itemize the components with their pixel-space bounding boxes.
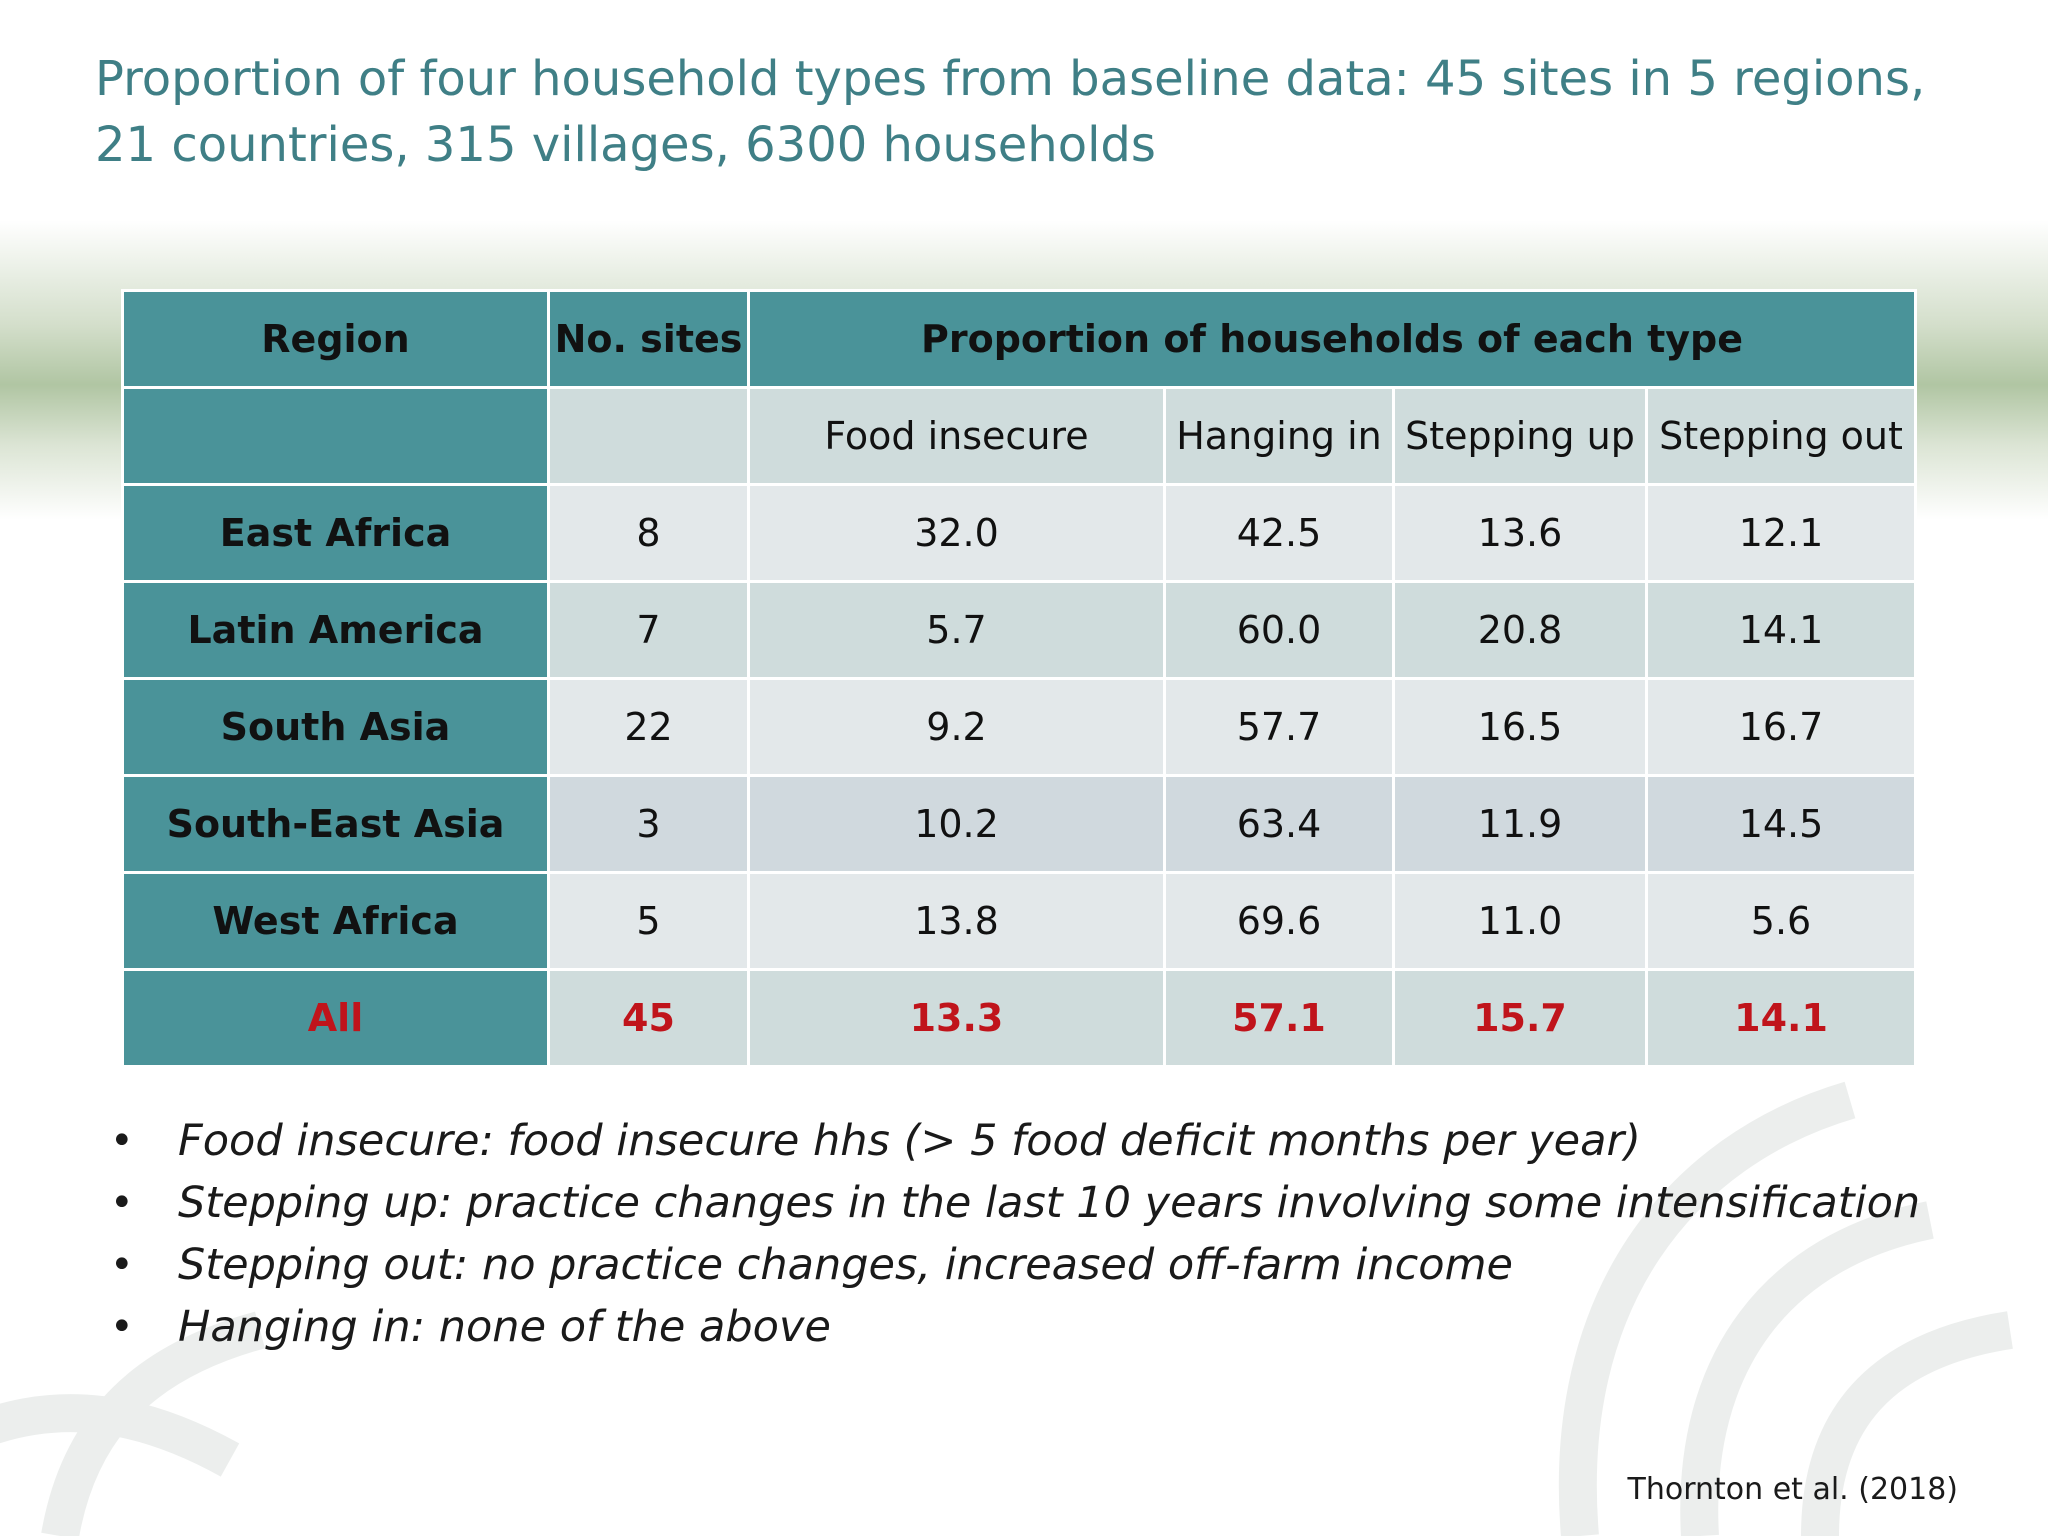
list-item: • Stepping up: practice changes in the la… <box>110 1172 1920 1234</box>
row-stepping-up: 11.9 <box>1392 774 1648 874</box>
row-sites: 22 <box>547 677 750 777</box>
row-stepping-out: 14.1 <box>1644 580 1918 680</box>
row-region: South-East Asia <box>121 774 550 874</box>
row-food-insecure: 10.2 <box>747 774 1166 874</box>
row-food-insecure: 9.2 <box>747 677 1166 777</box>
row-stepping-out: 16.7 <box>1644 677 1918 777</box>
row-stepping-out: 14.5 <box>1644 774 1918 874</box>
subheader-stepping-out: Stepping out <box>1644 386 1918 486</box>
subheader-hanging-in: Hanging in <box>1163 386 1395 486</box>
bullet-icon: • <box>110 1242 134 1288</box>
header-no-sites: No. sites <box>547 289 750 389</box>
row-stepping-up: 16.5 <box>1392 677 1648 777</box>
row-hanging-in: 42.5 <box>1163 483 1395 583</box>
row-stepping-out: 5.6 <box>1644 871 1918 971</box>
list-item: • Stepping out: no practice changes, incr… <box>110 1234 1920 1296</box>
table-row: South Asia 22 9.2 57.7 16.5 16.7 <box>121 677 1918 777</box>
definition-text: Hanging in: none of the above <box>178 1302 831 1352</box>
subheader-blank-region <box>121 386 550 486</box>
row-stepping-out: 12.1 <box>1644 483 1918 583</box>
row-sites: 3 <box>547 774 750 874</box>
row-food-insecure: 13.8 <box>747 871 1166 971</box>
table-row: South-East Asia 3 10.2 63.4 11.9 14.5 <box>121 774 1918 874</box>
total-region: All <box>121 968 550 1068</box>
row-stepping-up: 20.8 <box>1392 580 1648 680</box>
row-food-insecure: 32.0 <box>747 483 1166 583</box>
subheader-stepping-up: Stepping up <box>1392 386 1648 486</box>
slide-title: Proportion of four household types from … <box>95 51 1926 173</box>
table-row: Latin America 7 5.7 60.0 20.8 14.1 <box>121 580 1918 680</box>
row-region: South Asia <box>121 677 550 777</box>
list-item: • Food insecure: food insecure hhs (> 5 f… <box>110 1110 1920 1172</box>
subheader-food-insecure: Food insecure <box>747 386 1166 486</box>
table-row: East Africa 8 32.0 42.5 13.6 12.1 <box>121 483 1918 583</box>
row-food-insecure: 5.7 <box>747 580 1166 680</box>
household-types-table: Region No. sites Proportion of household… <box>121 289 1918 1068</box>
row-region: West Africa <box>121 871 550 971</box>
bullet-icon: • <box>110 1304 134 1350</box>
list-item: • Hanging in: none of the above <box>110 1296 1920 1358</box>
table-header-row: Region No. sites Proportion of household… <box>121 289 1918 389</box>
row-hanging-in: 57.7 <box>1163 677 1395 777</box>
total-stepping-up: 15.7 <box>1392 968 1648 1068</box>
table-total-row: All 45 13.3 57.1 15.7 14.1 <box>121 968 1918 1068</box>
total-stepping-out: 14.1 <box>1644 968 1918 1068</box>
row-stepping-up: 13.6 <box>1392 483 1648 583</box>
total-sites: 45 <box>547 968 750 1068</box>
table-subheader-row: Food insecure Hanging in Stepping up Ste… <box>121 386 1918 486</box>
bullet-icon: • <box>110 1180 134 1226</box>
row-region: East Africa <box>121 483 550 583</box>
definition-text: Stepping up: practice changes in the las… <box>178 1178 1921 1228</box>
row-sites: 7 <box>547 580 750 680</box>
subheader-blank-sites <box>547 386 750 486</box>
definitions-list: • Food insecure: food insecure hhs (> 5 f… <box>110 1110 1920 1358</box>
definition-text: Stepping out: no practice changes, incre… <box>178 1240 1513 1290</box>
source-citation: Thornton et al. (2018) <box>1627 1472 1958 1507</box>
definition-text: Food insecure: food insecure hhs (> 5 fo… <box>178 1116 1641 1166</box>
table-row: West Africa 5 13.8 69.6 11.0 5.6 <box>121 871 1918 971</box>
header-proportion-group: Proportion of households of each type <box>746 289 1918 389</box>
row-sites: 8 <box>547 483 750 583</box>
row-hanging-in: 63.4 <box>1163 774 1395 874</box>
row-sites: 5 <box>547 871 750 971</box>
bullet-icon: • <box>110 1118 134 1164</box>
row-stepping-up: 11.0 <box>1392 871 1648 971</box>
total-food-insecure: 13.3 <box>747 968 1166 1068</box>
header-region: Region <box>121 289 550 389</box>
total-hanging-in: 57.1 <box>1163 968 1395 1068</box>
row-hanging-in: 60.0 <box>1163 580 1395 680</box>
row-region: Latin America <box>121 580 550 680</box>
row-hanging-in: 69.6 <box>1163 871 1395 971</box>
